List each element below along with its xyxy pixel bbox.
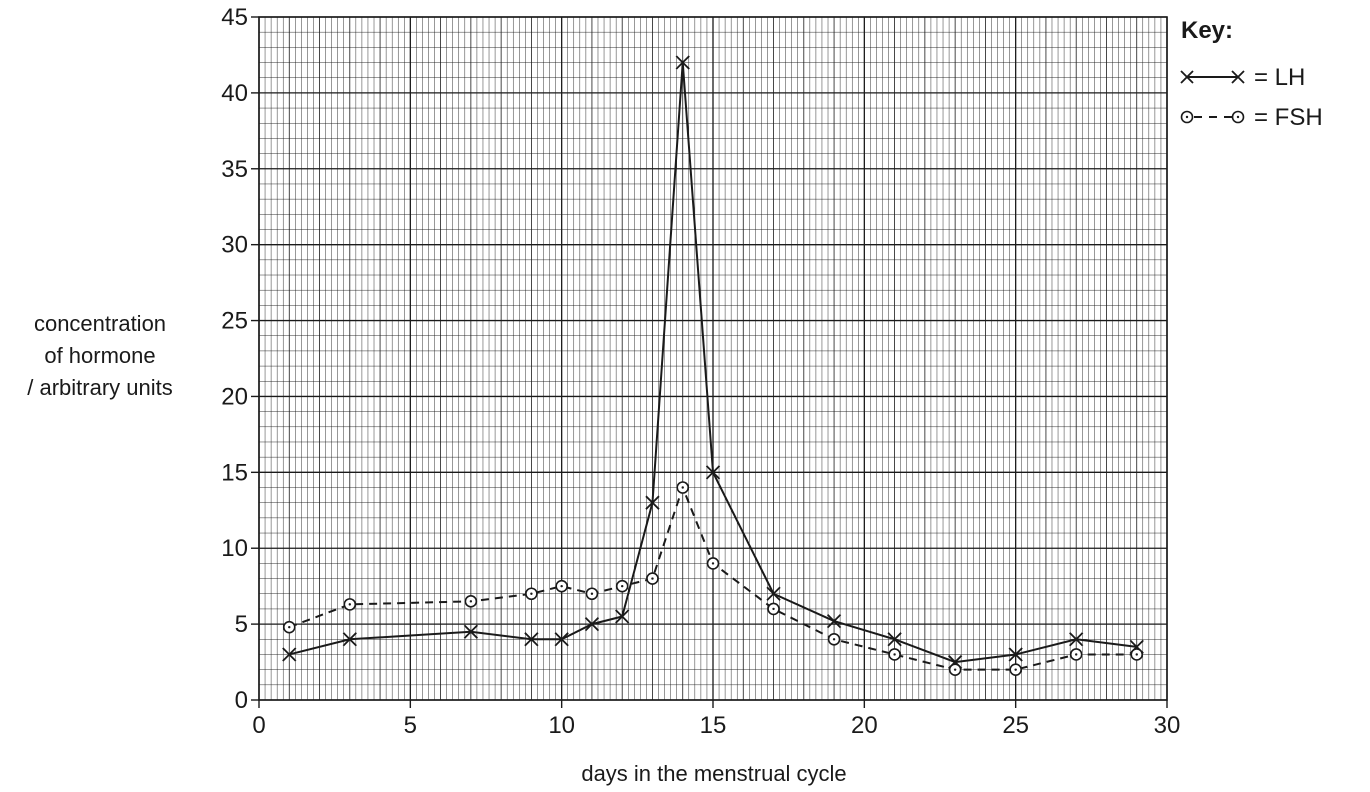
data-point-dot-fsh [1135, 653, 1138, 656]
data-point-fsh [282, 620, 296, 634]
data-point-dot-fsh [893, 653, 896, 656]
data-point-lh [887, 632, 902, 647]
x-tick-label: 25 [1002, 712, 1029, 739]
data-point-fsh [706, 557, 720, 570]
y-tick-label: 25 [221, 308, 248, 335]
data-point-lh [675, 55, 690, 70]
data-point-dot-fsh [772, 607, 775, 611]
y-tick-label: 10 [221, 535, 248, 562]
data-point-fsh [555, 579, 568, 593]
data-point-lh [1008, 647, 1023, 662]
data-point-fsh [767, 602, 780, 616]
data-point-lh [524, 632, 539, 647]
legend-title: Key: [1181, 17, 1233, 44]
data-point-dot-fsh [560, 584, 563, 588]
legend-label-fsh: = FSH [1254, 104, 1323, 131]
data-point-lh [584, 616, 600, 632]
y-tick-label: 40 [221, 80, 248, 107]
data-point-lh [554, 632, 569, 647]
data-point-fsh [948, 663, 962, 676]
y-tick-label: 5 [235, 611, 248, 638]
y-tick-label: 45 [221, 4, 248, 31]
data-point-fsh [1009, 663, 1022, 676]
data-point-fsh [888, 648, 901, 661]
data-point-dot-fsh [469, 600, 473, 603]
data-point-lh [766, 586, 781, 601]
axis-ticks: 0 5 10 15 20 25 30 0 5 10 15 20 25 30 35 40 45 [221, 4, 1180, 739]
x-tick-label: 30 [1154, 712, 1181, 739]
data-point-lh [826, 613, 842, 629]
data-point-dot-fsh [953, 668, 957, 671]
data-point-fsh [827, 632, 841, 646]
legend: Key: = LH = FSH [1180, 17, 1323, 131]
data-point-dot-fsh [832, 638, 836, 641]
data-point-dot-fsh [590, 592, 594, 595]
data-point-dot-fsh [621, 584, 624, 588]
y-axis-label-line-3: / arbitrary units [27, 375, 173, 400]
y-tick-label: 0 [235, 687, 248, 714]
data-point-fsh [676, 481, 690, 494]
chart-grid [258, 16, 1168, 701]
y-tick-label: 15 [221, 459, 248, 486]
data-point-fsh [615, 579, 629, 593]
legend-label-lh: = LH [1254, 64, 1305, 91]
data-point-lh [1069, 632, 1084, 647]
data-point-fsh [1069, 648, 1083, 661]
y-axis-label-line-2: of hormone [44, 343, 155, 368]
y-tick-label: 20 [221, 383, 248, 410]
series-fsh [282, 481, 1144, 676]
x-tick-label: 15 [700, 712, 727, 739]
y-tick-label: 30 [221, 232, 248, 259]
data-point-lh [705, 465, 721, 480]
data-point-fsh [464, 595, 478, 608]
y-tick-label: 35 [221, 156, 248, 183]
data-point-dot-fsh [348, 603, 351, 606]
x-tick-label: 20 [851, 712, 878, 739]
data-point-fsh [585, 587, 599, 601]
data-point-lh [342, 632, 357, 647]
data-point-lh [615, 609, 630, 624]
legend-swatch-lh [1180, 70, 1245, 84]
data-point-dot-fsh [1075, 653, 1078, 656]
data-point-lh [463, 624, 479, 639]
x-tick-label: 10 [548, 712, 575, 739]
data-point-fsh [343, 598, 357, 611]
x-tick-label: 5 [404, 712, 417, 739]
y-axis-label-line-1: concentration [34, 311, 166, 336]
x-tick-label: 0 [252, 712, 265, 739]
legend-swatch-fsh [1180, 110, 1245, 124]
data-point-lh [645, 495, 660, 510]
data-point-dot-fsh [681, 486, 684, 489]
data-point-dot-fsh [711, 562, 715, 565]
data-point-dot-fsh [651, 577, 654, 580]
data-point-fsh [525, 587, 538, 601]
data-point-fsh [646, 572, 659, 585]
data-point-dot-fsh [1014, 668, 1017, 671]
x-axis-label: days in the menstrual cycle [581, 761, 846, 786]
data-point-fsh [1130, 648, 1144, 661]
data-point-dot-fsh [530, 592, 533, 595]
data-point-lh [282, 647, 297, 662]
data-point-dot-fsh [288, 625, 291, 629]
series-layer [282, 55, 1144, 676]
